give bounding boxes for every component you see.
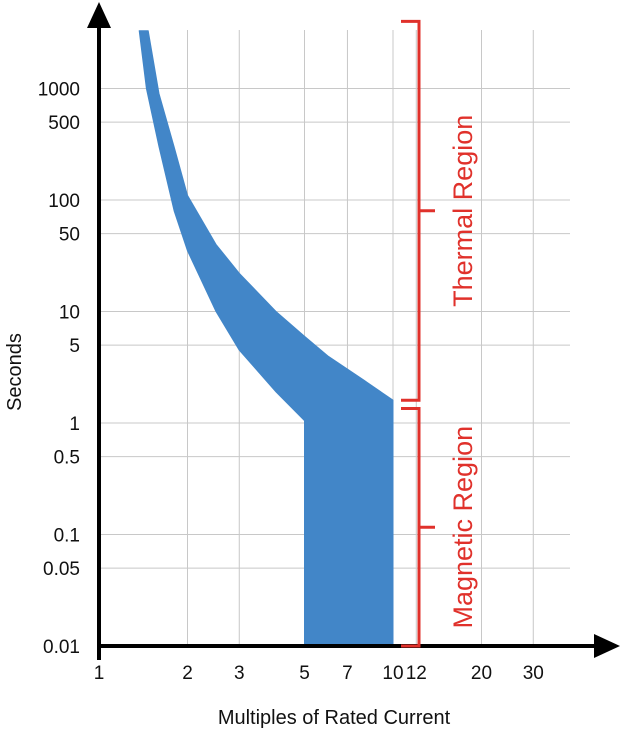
y-tick-label: 0.05 [43,559,80,580]
x-axis-arrow [594,634,620,658]
region-brackets: Thermal Region Magnetic Region [401,19,478,648]
axes [87,2,620,660]
y-tick-label: 0.01 [43,637,80,658]
y-tick-label: 100 [48,191,80,212]
x-tick-label: 7 [342,663,353,684]
y-tick-label: 50 [59,225,80,246]
x-tick-labels: 1 2 3 5 7 10 12 20 30 [94,663,544,684]
x-tick-label: 20 [471,663,492,684]
region-label: Magnetic Region [448,426,478,629]
region-bracket-0: Thermal Region [401,19,478,402]
x-axis-title: Multiples of Rated Current [218,707,451,729]
y-axis-title: Seconds [4,333,26,411]
y-tick-label: 5 [69,336,80,357]
x-tick-label: 1 [94,663,105,684]
y-tick-label: 1000 [38,80,80,101]
y-tick-label: 1 [69,414,80,435]
y-tick-label: 0.5 [54,448,80,469]
y-axis-arrow [87,2,111,28]
trip-band-area [138,30,394,647]
y-tick-labels: 1000 500 100 50 10 5 1 0.5 0.1 0.05 0.01 [38,80,80,659]
region-label: Thermal Region [448,115,478,307]
x-tick-label: 30 [523,663,544,684]
y-tick-label: 0.1 [54,526,80,547]
bracket-line [401,19,435,402]
x-tick-label: 2 [182,663,193,684]
x-tick-label: 10 [382,663,403,684]
y-tick-label: 10 [59,303,80,324]
x-tick-label: 12 [406,663,427,684]
y-tick-label: 500 [48,113,80,134]
bracket-line [401,406,435,648]
x-tick-label: 5 [299,663,310,684]
x-tick-label: 3 [234,663,245,684]
region-bracket-1: Magnetic Region [401,406,478,648]
